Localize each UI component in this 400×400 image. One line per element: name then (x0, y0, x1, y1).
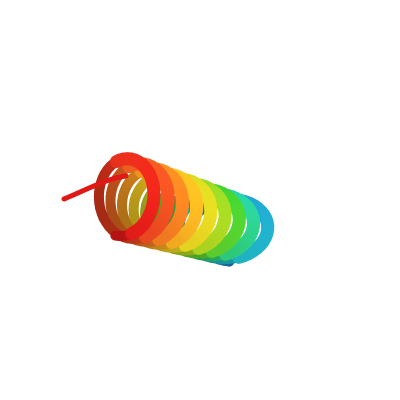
helix-ribbon-segment (232, 249, 251, 264)
helix-ribbon-segment (152, 231, 170, 246)
c-terminus-coil (61, 173, 129, 202)
helix-ribbon-segment (192, 240, 210, 255)
helix-front-strands (110, 152, 275, 264)
helix-ribbon-segment (110, 230, 125, 241)
helix-ribbon-segment (218, 246, 237, 261)
helix-ribbon-segment (165, 234, 183, 249)
c-terminus-tail (61, 173, 129, 202)
helix-ribbon-segment (205, 243, 224, 258)
helix-ribbon-segment (138, 228, 156, 244)
helix-ribbon-segment (178, 237, 197, 252)
helix-ribbon-segment (125, 225, 143, 241)
